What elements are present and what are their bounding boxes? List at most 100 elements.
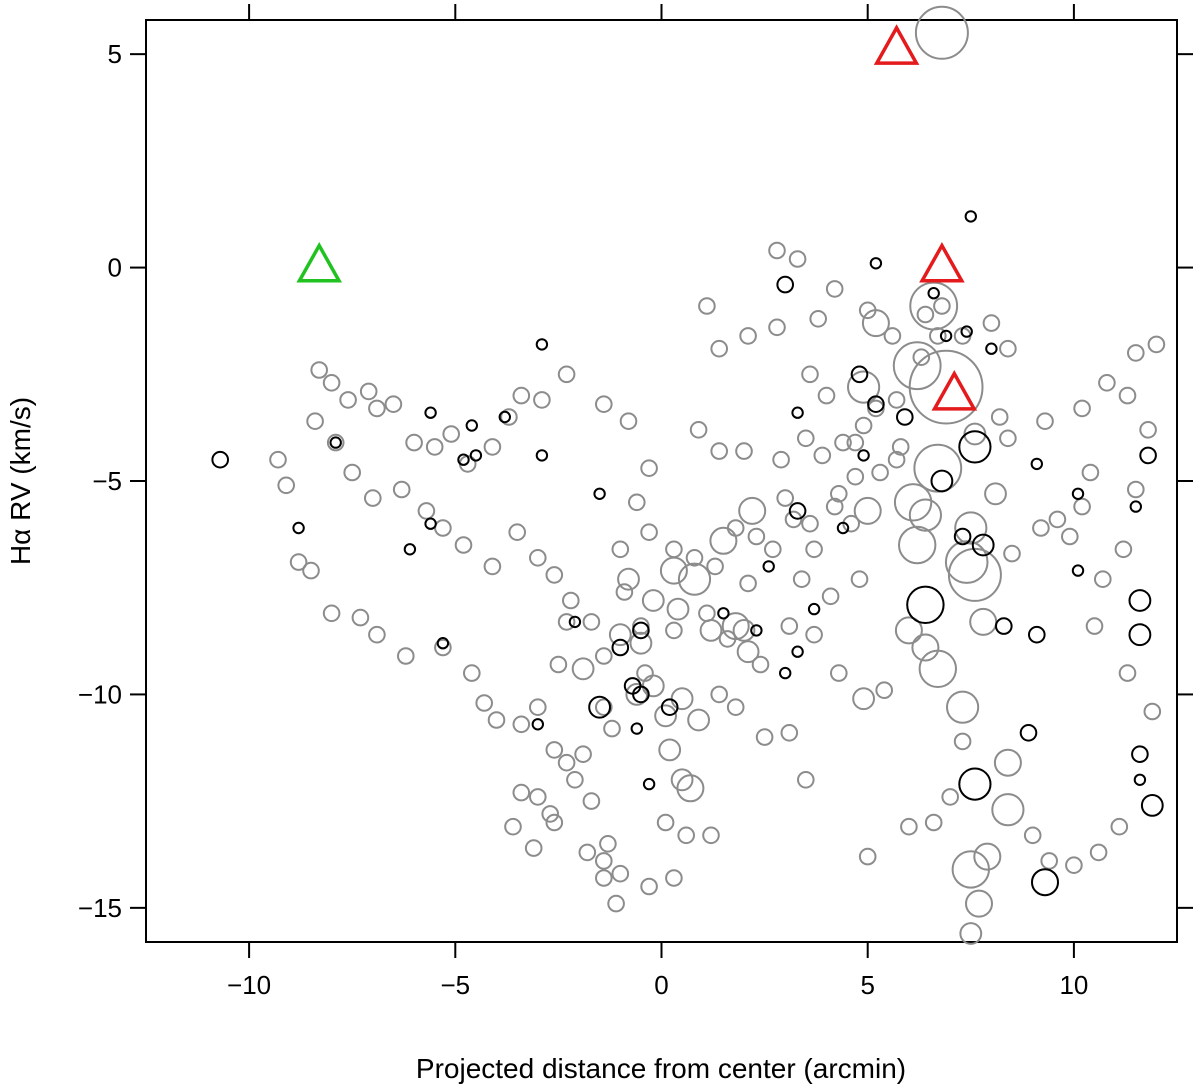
- red-triangle-marker: [931, 370, 978, 411]
- gray-data-point: [434, 638, 452, 657]
- gray-data-point: [850, 570, 869, 589]
- black-data-point: [791, 645, 804, 658]
- black-data-point: [1128, 623, 1152, 647]
- black-data-point: [630, 722, 643, 735]
- gray-data-point: [545, 566, 564, 584]
- black-data-point: [788, 502, 807, 520]
- gray-data-point: [611, 540, 630, 559]
- black-data-point: [469, 449, 483, 462]
- gray-data-point: [973, 842, 1002, 871]
- gray-data-point: [368, 625, 386, 644]
- gray-data-point: [747, 527, 766, 546]
- black-data-point: [660, 698, 679, 717]
- black-data-point: [498, 410, 511, 424]
- black-data-point: [960, 325, 973, 338]
- gray-data-point: [846, 433, 865, 452]
- black-data-point: [896, 408, 914, 426]
- black-data-point: [531, 718, 544, 731]
- gray-data-point: [726, 519, 745, 537]
- gray-data-point: [289, 553, 308, 571]
- gray-data-point: [891, 438, 910, 456]
- gray-data-point: [625, 683, 649, 706]
- plot-frame: [145, 19, 1178, 943]
- gray-data-point: [632, 617, 650, 635]
- y-tick-label: 0: [108, 253, 122, 283]
- gray-data-point: [636, 664, 654, 682]
- gray-data-point: [858, 847, 877, 866]
- black-data-point: [964, 210, 977, 223]
- black-data-point: [436, 637, 450, 650]
- gray-data-point: [326, 433, 345, 452]
- gray-data-point: [392, 480, 411, 499]
- black-data-point: [1028, 625, 1046, 644]
- black-data-point: [1030, 457, 1044, 471]
- gray-data-point: [965, 889, 993, 918]
- gray-data-point: [735, 442, 753, 460]
- gray-data-point: [984, 482, 1007, 506]
- black-data-point: [424, 517, 437, 530]
- y-tick-label: 5: [108, 39, 122, 69]
- gray-data-point: [483, 557, 502, 576]
- black-data-point: [927, 287, 940, 300]
- black-data-point: [762, 560, 775, 573]
- gray-data-point: [801, 514, 819, 533]
- gray-data-point: [654, 704, 677, 728]
- black-data-point: [632, 685, 650, 704]
- gray-data-point: [582, 613, 601, 631]
- gray-data-point: [1065, 856, 1083, 875]
- gray-data-point: [595, 395, 613, 414]
- black-data-point: [1071, 564, 1085, 577]
- gray-data-point: [805, 540, 823, 559]
- gray-data-point: [529, 788, 547, 806]
- gray-data-point: [566, 771, 584, 789]
- gray-data-point: [914, 5, 969, 60]
- gray-data-point: [739, 574, 757, 593]
- black-data-point: [779, 666, 792, 680]
- gray-data-point: [351, 608, 370, 627]
- gray-data-point: [343, 463, 362, 482]
- gray-data-point: [1089, 843, 1108, 862]
- gray-data-point: [853, 496, 882, 525]
- gray-data-point: [359, 382, 378, 401]
- black-data-point: [857, 449, 870, 462]
- gray-data-point: [425, 438, 444, 456]
- gray-data-point: [578, 843, 597, 862]
- gray-data-point: [990, 408, 1009, 426]
- gray-data-point: [887, 391, 906, 409]
- black-data-point: [1071, 487, 1085, 500]
- x-tick-label: −10: [227, 970, 271, 1000]
- gray-data-point: [599, 835, 617, 853]
- gray-data-point: [887, 450, 906, 469]
- black-data-point: [1019, 724, 1038, 742]
- black-data-point: [1133, 773, 1147, 786]
- gray-data-point: [397, 647, 415, 665]
- gray-data-point: [595, 647, 613, 665]
- gray-data-point: [508, 523, 527, 542]
- gray-data-point: [982, 314, 1001, 332]
- gray-data-point: [916, 305, 935, 324]
- gray-data-point: [529, 698, 547, 717]
- gray-data-point: [847, 370, 881, 404]
- black-data-point: [850, 365, 869, 384]
- gray-data-point: [780, 724, 799, 742]
- gray-data-point: [871, 463, 889, 482]
- gray-data-point: [582, 792, 601, 810]
- gray-data-point: [541, 805, 560, 823]
- gray-data-point: [463, 664, 481, 682]
- gray-data-point: [900, 817, 918, 836]
- black-data-point: [906, 585, 945, 624]
- gray-data-point: [557, 365, 576, 384]
- gray-data-point: [953, 732, 972, 751]
- gray-data-point: [801, 365, 819, 384]
- red-triangle-marker: [873, 24, 920, 65]
- gray-data-point: [322, 374, 341, 392]
- black-data-point: [869, 257, 883, 270]
- gray-data-point: [698, 297, 716, 315]
- black-data-point: [403, 543, 417, 556]
- ticks-layer: [130, 4, 1193, 958]
- gray-data-point: [677, 826, 696, 845]
- gray-data-point: [780, 617, 799, 635]
- gray-data-point: [817, 386, 836, 405]
- gray-data-point: [1098, 374, 1116, 392]
- y-axis-title: Hα RV (km/s): [5, 397, 36, 565]
